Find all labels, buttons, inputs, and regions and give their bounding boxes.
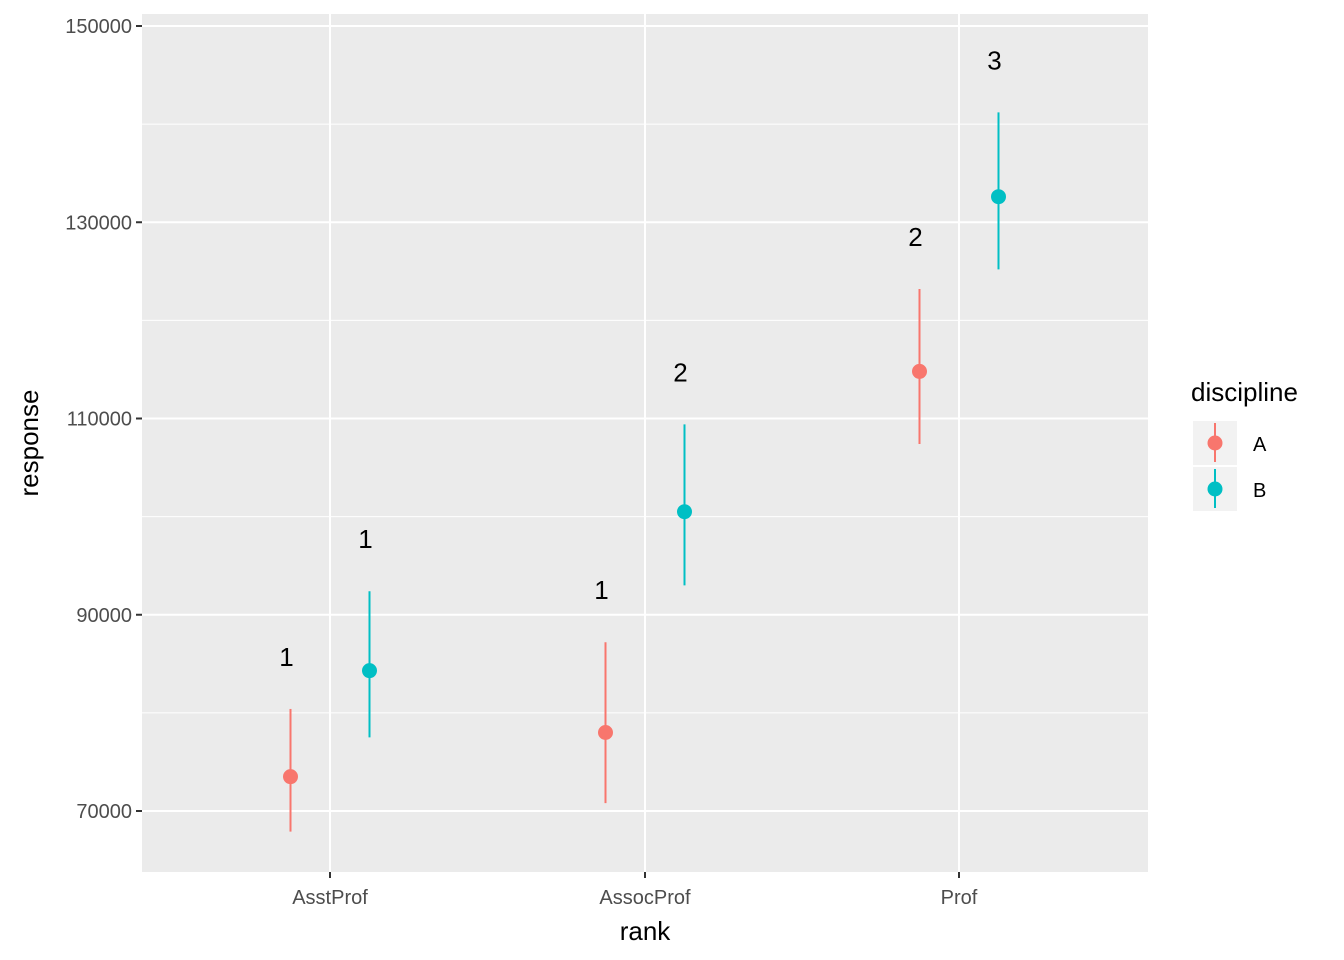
grid-major [142, 14, 1148, 872]
group-letter: 1 [358, 524, 372, 554]
legend-key-point [1207, 435, 1223, 451]
legend-label: A [1253, 434, 1267, 456]
data-point [912, 363, 927, 379]
legend-key-point [1207, 481, 1223, 497]
group-letter: 1 [279, 642, 293, 672]
data-point [598, 725, 613, 740]
y-tick-label: 110000 [67, 409, 132, 431]
legend: discipline A B [1191, 377, 1298, 511]
y-tick-label: 90000 [76, 605, 132, 627]
data-point [991, 189, 1006, 205]
y-axis: 70000 90000 110000 130000 150000 [65, 16, 142, 823]
y-axis-title: response [14, 390, 44, 497]
x-tick-label: Prof [941, 887, 978, 909]
group-letter: 1 [594, 575, 608, 605]
data-marks [283, 112, 1006, 832]
data-point [677, 504, 692, 520]
y-tick-label: 70000 [76, 801, 132, 823]
x-tick-label: AssocProf [599, 887, 691, 909]
group-letter: 2 [673, 357, 687, 387]
data-point [283, 769, 298, 785]
x-tick-label: AsstProf [292, 887, 368, 909]
y-tick-label: 130000 [65, 212, 132, 234]
group-letters: 1 1 2 1 2 3 [279, 45, 1001, 672]
group-letter: 2 [908, 222, 922, 252]
x-axis-title: rank [620, 916, 672, 946]
legend-title: discipline [1191, 377, 1298, 407]
y-tick-label: 150000 [65, 16, 132, 38]
x-axis: AsstProf AssocProf Prof [292, 872, 978, 909]
group-letter: 3 [987, 45, 1001, 75]
data-point [362, 663, 377, 679]
legend-label: B [1253, 480, 1266, 502]
